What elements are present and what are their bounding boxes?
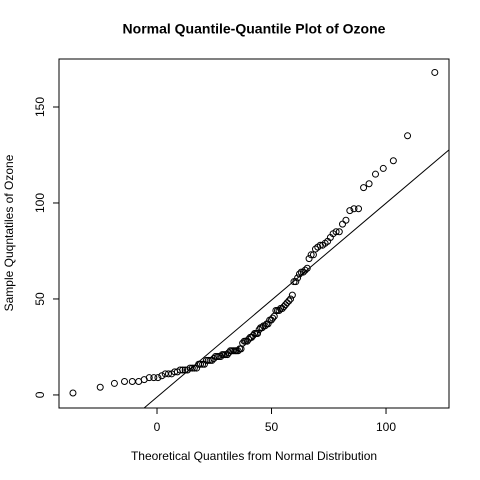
point bbox=[110, 379, 118, 387]
point bbox=[346, 207, 354, 215]
point bbox=[145, 374, 153, 382]
point bbox=[360, 184, 368, 192]
point bbox=[355, 205, 363, 213]
point bbox=[211, 353, 219, 361]
point bbox=[281, 301, 289, 309]
point bbox=[120, 378, 128, 386]
point bbox=[179, 366, 187, 374]
point bbox=[128, 378, 136, 386]
point bbox=[305, 255, 313, 263]
point bbox=[288, 291, 296, 299]
x-axis-label: Theoretical Quantiles from Normal Distri… bbox=[131, 449, 377, 463]
point bbox=[96, 383, 104, 391]
y-tick-label: 150 bbox=[33, 97, 47, 117]
point bbox=[311, 245, 319, 253]
point bbox=[339, 220, 347, 228]
reference-line bbox=[143, 149, 450, 409]
point bbox=[186, 364, 194, 372]
point bbox=[269, 314, 277, 322]
x-tick-label: 0 bbox=[154, 420, 161, 434]
point bbox=[294, 274, 302, 282]
point bbox=[342, 216, 350, 224]
point bbox=[164, 370, 172, 378]
point bbox=[389, 157, 397, 165]
x-tick-label: 50 bbox=[265, 420, 279, 434]
point bbox=[287, 295, 295, 303]
point bbox=[316, 241, 324, 249]
point bbox=[199, 360, 207, 368]
plot-frame bbox=[58, 58, 450, 409]
point bbox=[307, 251, 315, 259]
point bbox=[202, 356, 210, 364]
point bbox=[283, 299, 291, 307]
y-axis-label: Sample Quqntatiles of Ozone bbox=[2, 154, 16, 311]
point bbox=[299, 268, 307, 276]
point bbox=[197, 360, 205, 368]
chart-title: Normal Quantile-Quantile Plot of Ozone bbox=[123, 21, 386, 37]
point bbox=[285, 297, 293, 305]
point bbox=[69, 389, 77, 397]
point bbox=[301, 266, 309, 274]
point bbox=[431, 68, 439, 76]
point bbox=[371, 170, 379, 178]
point bbox=[303, 264, 311, 272]
x-tick-label: 100 bbox=[376, 420, 396, 434]
point bbox=[332, 228, 340, 236]
point bbox=[193, 364, 201, 372]
point bbox=[254, 330, 262, 338]
point bbox=[150, 374, 158, 382]
point bbox=[365, 180, 373, 188]
y-tick-label: 0 bbox=[33, 391, 47, 398]
point bbox=[335, 228, 343, 236]
point bbox=[290, 278, 298, 286]
point bbox=[154, 374, 162, 382]
point bbox=[208, 356, 216, 364]
point bbox=[188, 364, 196, 372]
y-tick-label: 50 bbox=[33, 292, 47, 306]
point bbox=[158, 372, 166, 380]
point bbox=[176, 366, 184, 374]
point bbox=[404, 132, 412, 140]
point bbox=[276, 305, 284, 313]
point bbox=[200, 360, 208, 368]
point bbox=[350, 205, 358, 213]
y-tick-label: 100 bbox=[33, 193, 47, 213]
point bbox=[379, 164, 387, 172]
point bbox=[206, 356, 214, 364]
